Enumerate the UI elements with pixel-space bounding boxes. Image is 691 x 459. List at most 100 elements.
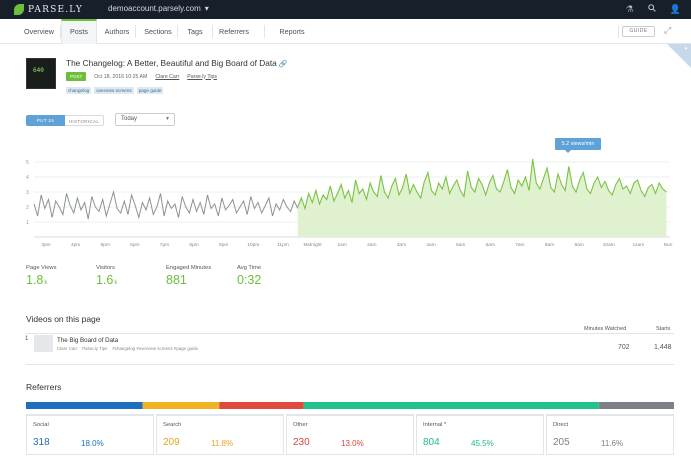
x-tick-label: 4am: [426, 242, 435, 248]
metric-avg-time: Avg Time 0:32: [237, 265, 261, 287]
mode-historical-button[interactable]: HISTORICAL: [65, 115, 104, 126]
tab-posts[interactable]: Posts: [61, 19, 97, 44]
referrer-bar-segment: [142, 402, 220, 409]
post-author-link[interactable]: Clare Carr: [155, 73, 180, 80]
parsely-logo[interactable]: PARSE.LY: [14, 4, 83, 15]
tag-chip[interactable]: overview screens: [94, 87, 134, 94]
referrer-card-direct[interactable]: Direct 205 11.6%: [546, 414, 674, 455]
site-name: demoaccount.parsely.com: [108, 4, 201, 13]
nav-divider: [618, 25, 619, 38]
y-tick-label: 4: [26, 175, 29, 181]
nav-divider: [177, 25, 178, 38]
referrer-name: Internal *: [423, 422, 447, 428]
referrer-percent: 18.0%: [81, 439, 104, 448]
x-tick-label: 3am: [397, 242, 406, 248]
metric-engaged-minutes: Engaged Minutes 881: [166, 265, 211, 287]
referrer-bar-segment: [219, 402, 304, 409]
post-tags: changelog overview screens page guide: [66, 87, 164, 94]
caret-down-icon: ▼: [165, 116, 170, 122]
mode-toggle: PUT 24 HISTORICAL: [26, 115, 104, 126]
referrer-card-internal[interactable]: Internal * 804 45.5%: [416, 414, 544, 455]
corner-badge: [667, 44, 691, 68]
tag-chip[interactable]: changelog: [66, 87, 92, 94]
referrer-bar-segment: [26, 402, 143, 409]
videos-heading: Videos on this page: [26, 314, 101, 324]
metric-value: 881: [166, 273, 211, 287]
post-thumbnail: 640: [26, 58, 56, 89]
referrer-name: Social: [33, 422, 49, 428]
pageviews-chart: 1 2 3 4 5 3pm 4pm 5pm 6pm 7pm 8pm 9pm 10pm 11pm Midnig…: [26, 135, 674, 250]
x-tick-label: 9pm: [219, 242, 228, 248]
x-tick-label: Midnight: [304, 242, 323, 248]
metric-label: Visitors: [96, 265, 115, 271]
nav-divider: [135, 25, 136, 38]
referrer-name: Search: [163, 422, 182, 428]
video-starts: 1,448: [654, 344, 672, 351]
nav-divider: [60, 25, 61, 38]
y-tick-label: 1: [26, 220, 29, 226]
metric-page-views: Page Views 1.8k: [26, 265, 57, 287]
post-meta: POST Oct 18, 2016 10:25 AM Clare Carr Pa…: [66, 72, 217, 81]
x-tick-label: 8am: [545, 242, 554, 248]
metric-label: Page Views: [26, 265, 57, 271]
guide-button[interactable]: GUIDE: [622, 26, 655, 37]
range-select[interactable]: Today ▼: [115, 113, 175, 126]
flask-icon[interactable]: ⚗: [625, 4, 634, 14]
user-icon[interactable]: 👤: [669, 4, 681, 14]
tab-referrers[interactable]: Referrers: [219, 27, 249, 36]
video-tags: #changelog #overview screens #page guide: [112, 346, 199, 351]
x-tick-label: 5pm: [101, 242, 110, 248]
y-tick-label: 2: [26, 205, 29, 211]
metric-value: 1.8k: [26, 273, 57, 287]
nav-divider: [212, 25, 213, 38]
referrer-percent: 11.6%: [601, 439, 624, 448]
metric-number: 0:32: [237, 273, 262, 287]
tab-tags[interactable]: Tags: [187, 27, 203, 36]
series-line-previous: [33, 190, 299, 220]
x-tick-label: 4pm: [71, 242, 80, 248]
tab-reports[interactable]: Reports: [279, 27, 305, 36]
tag-chip[interactable]: page guide: [136, 87, 164, 94]
referrer-percent: 11.8%: [211, 439, 234, 448]
mode-realtime-button[interactable]: PUT 24: [26, 115, 65, 126]
nav-divider: [264, 25, 265, 38]
referrer-bar-segment: [303, 402, 599, 409]
y-tick-label: 5: [26, 160, 29, 166]
external-link-icon[interactable]: 🔗: [278, 61, 288, 68]
metric-unit: k: [44, 280, 48, 286]
x-tick-label: 10am: [603, 242, 615, 248]
tab-sections[interactable]: Sections: [144, 27, 172, 36]
x-tick-label: 8pm: [189, 242, 198, 248]
post-title[interactable]: The Changelog: A Better, Beautiful and B…: [66, 58, 288, 68]
tab-authors[interactable]: Authors: [104, 27, 130, 36]
post-section-link[interactable]: Parse.ly Tips: [187, 73, 217, 80]
caret-down-icon: ▾: [204, 4, 209, 13]
metric-value: 1.6k: [96, 273, 117, 287]
y-tick-label: 3: [26, 190, 29, 196]
tab-overview[interactable]: Overview: [24, 27, 54, 36]
referrer-count: 205: [553, 437, 570, 448]
post-date: Oct 18, 2016 10:25 AM: [94, 73, 148, 80]
video-minutes-watched: 702: [618, 344, 630, 351]
divider: [26, 333, 674, 334]
referrer-count: 209: [163, 437, 180, 448]
search-icon[interactable]: [647, 4, 656, 15]
site-selector[interactable]: demoaccount.parsely.com ▾: [108, 4, 209, 13]
referrer-share-bar: [26, 402, 674, 409]
logo-text: PARSE.LY: [28, 4, 84, 15]
chart-svg: 1 2 3 4 5 3pm 4pm 5pm 6pm 7pm 8pm 9pm 10pm 11pm Midnig…: [26, 158, 673, 248]
chart-tooltip: 5.2 views/min: [555, 138, 601, 150]
range-value: Today: [121, 116, 138, 122]
expand-icon[interactable]: ⤢: [664, 25, 672, 35]
x-tick-label: 7am: [515, 242, 524, 248]
x-tick-label: Nun: [664, 242, 673, 248]
wrench-icon: ✦: [683, 46, 688, 52]
video-title[interactable]: The Big Board of Data: [57, 337, 119, 344]
referrer-card-social[interactable]: Social 318 18.0%: [26, 414, 154, 455]
post-type-badge: POST: [66, 72, 87, 81]
metric-label: Engaged Minutes: [166, 265, 212, 271]
video-thumbnail: [34, 335, 53, 352]
referrer-card-other[interactable]: Other 230 13.0%: [286, 414, 414, 455]
referrer-card-search[interactable]: Search 209 11.8%: [156, 414, 284, 455]
x-tick-label: 1am: [338, 242, 347, 248]
